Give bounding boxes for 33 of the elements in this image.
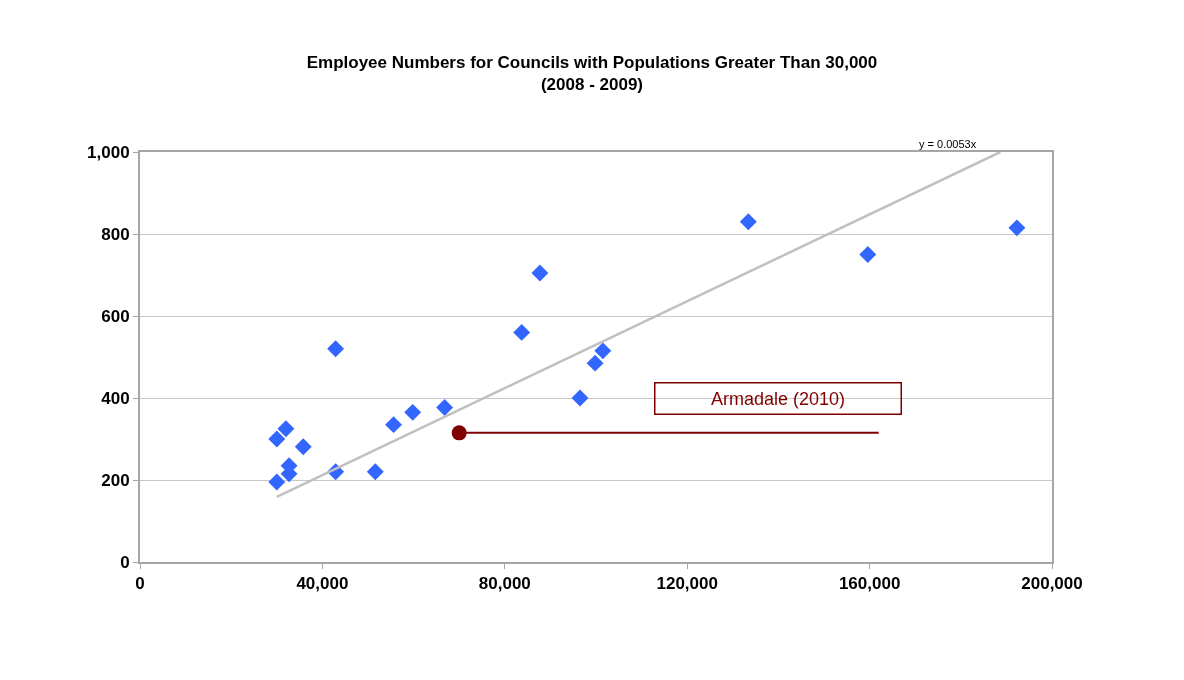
annotation: Armadale (2010) [710,388,846,409]
point [513,323,531,341]
point [327,340,345,358]
point [436,398,454,416]
point [268,430,286,448]
x-tick-label: 40,000 [296,574,349,594]
point [277,420,295,438]
point [859,246,877,263]
y-tick-label: 1,000 [87,142,130,162]
y-tick-label: 800 [101,224,130,244]
point [451,425,467,441]
x-tick-label: 120,000 [656,574,718,594]
x-tick-label: 0 [135,574,145,594]
y-tick-label: 200 [101,470,130,490]
point [531,264,549,282]
x-tick-label: 80,000 [478,574,531,594]
point [366,463,384,481]
y-tick-label: 600 [101,306,130,326]
point [294,438,312,456]
text: y = 0.0053x [919,138,977,150]
y-tick-label: 0 [120,552,130,572]
point [586,354,604,372]
point [268,473,286,491]
x-tick-label: 160,000 [838,574,901,594]
x-tick-label: 200,000 [1021,574,1083,594]
chart-title: Employee Numbers for Councils with Populations Greater Than 30,000 (2008 - 2009) [306,53,878,95]
point [594,342,612,360]
point [404,403,422,421]
point [571,389,589,407]
y-tick-label: 400 [101,388,130,408]
point [1008,219,1026,237]
point [385,416,402,434]
point [739,213,757,231]
